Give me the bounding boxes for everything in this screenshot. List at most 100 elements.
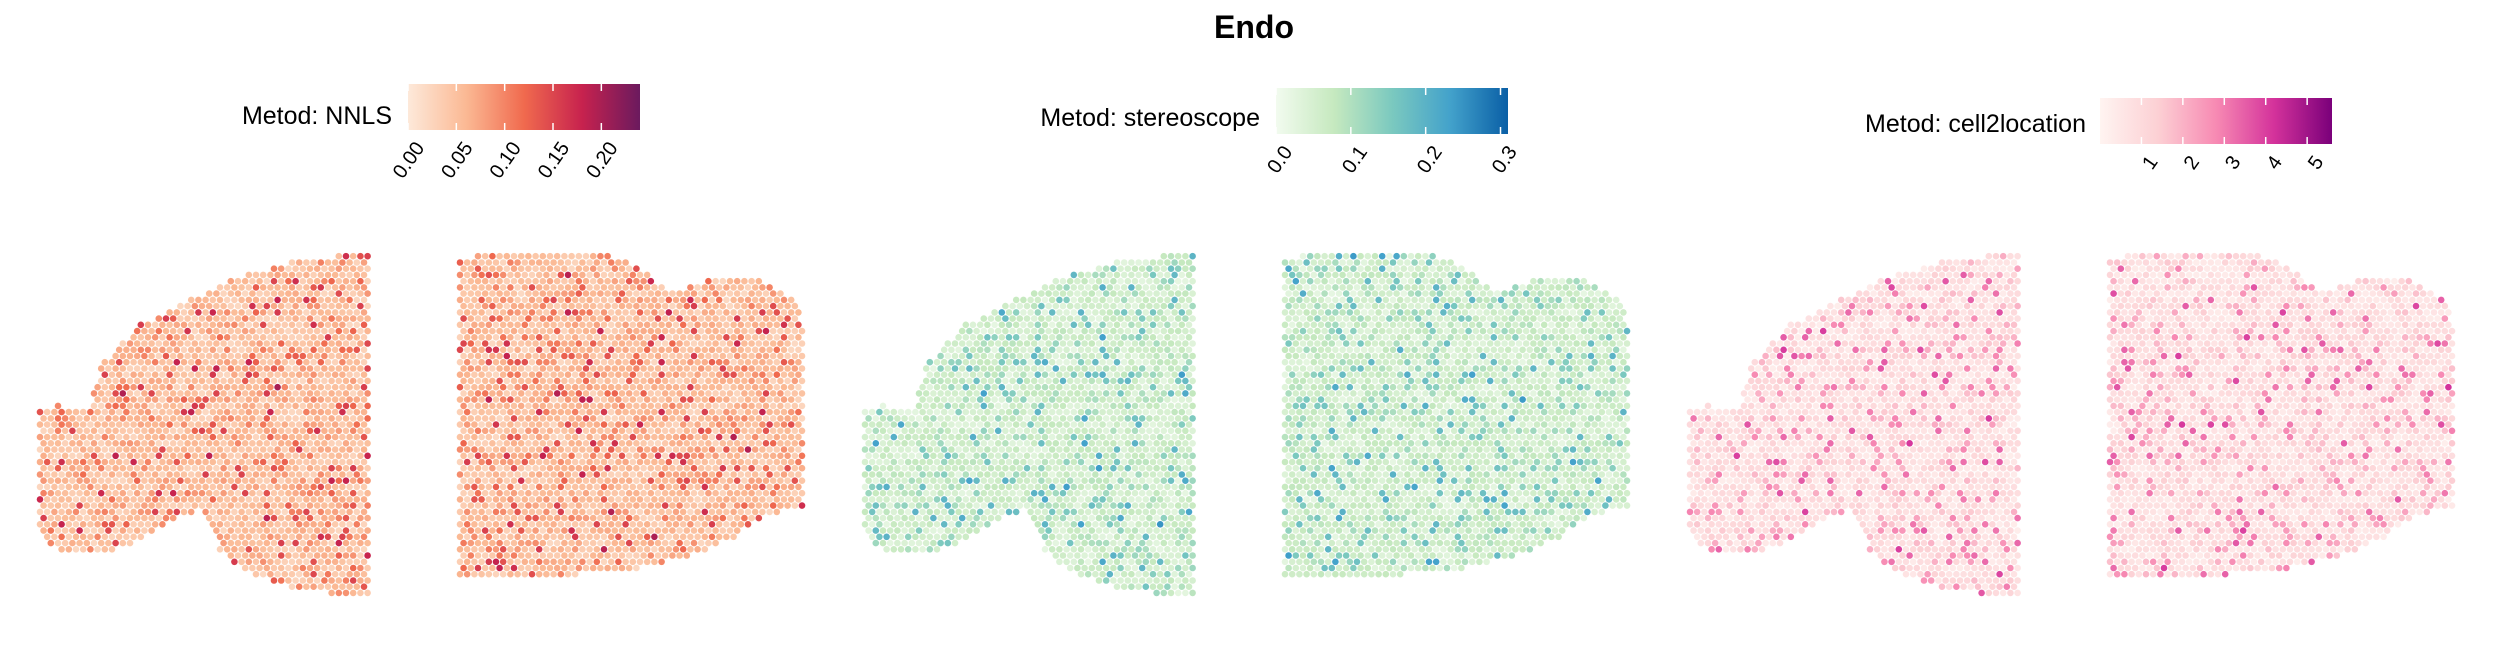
spot	[177, 352, 184, 360]
spot	[730, 508, 737, 516]
spot	[471, 309, 478, 316]
spot	[586, 508, 593, 516]
spot	[528, 546, 536, 553]
spot	[499, 321, 507, 329]
spot	[690, 477, 698, 485]
spot	[1088, 327, 1096, 335]
spot	[112, 477, 119, 485]
spot	[604, 265, 611, 273]
spot	[277, 265, 285, 273]
spot	[629, 408, 637, 416]
spot	[1056, 321, 1063, 329]
spot	[205, 402, 213, 410]
spot	[521, 446, 529, 453]
spot	[65, 446, 73, 453]
spot	[485, 371, 493, 379]
spot	[492, 483, 500, 491]
spot	[543, 408, 550, 416]
spot	[593, 446, 601, 453]
spot	[701, 334, 709, 341]
spot	[478, 446, 485, 453]
spot	[532, 252, 539, 260]
spot	[791, 315, 799, 322]
spot	[976, 358, 984, 366]
spot	[741, 340, 748, 347]
spot	[148, 352, 155, 360]
spot	[342, 552, 350, 559]
spot	[517, 265, 525, 273]
spot	[951, 352, 959, 360]
spot	[672, 296, 680, 304]
spot	[748, 327, 755, 335]
spot	[241, 277, 249, 285]
spot	[987, 327, 995, 335]
spot	[267, 458, 274, 466]
spot	[568, 477, 575, 485]
spot	[908, 427, 916, 435]
spot	[607, 533, 615, 541]
spot	[679, 521, 687, 528]
spot	[202, 508, 209, 516]
spot	[1153, 327, 1160, 335]
spot	[231, 446, 238, 453]
spot	[564, 321, 572, 329]
spot	[517, 402, 525, 410]
spot	[331, 446, 339, 453]
spot	[741, 327, 748, 335]
spot	[930, 377, 937, 385]
spot	[277, 365, 285, 372]
spot	[640, 327, 647, 335]
spot	[51, 446, 58, 453]
spot	[267, 421, 274, 428]
spot	[597, 365, 604, 372]
spot	[690, 302, 698, 310]
spot	[1156, 396, 1164, 403]
spot	[690, 327, 698, 335]
spot	[339, 570, 346, 578]
spot	[463, 570, 471, 578]
spot	[463, 396, 471, 403]
spot	[292, 477, 299, 485]
spot	[1070, 408, 1078, 416]
spot	[112, 514, 119, 522]
spot	[694, 346, 701, 354]
spot	[324, 334, 332, 341]
spot	[611, 340, 619, 347]
spot	[1138, 402, 1146, 410]
spot	[36, 433, 44, 441]
spot	[252, 521, 260, 528]
spot	[733, 302, 741, 310]
spot	[1020, 358, 1027, 366]
spot	[571, 321, 579, 329]
spot	[773, 421, 781, 428]
spot	[715, 396, 723, 403]
spot	[597, 502, 604, 509]
spot	[155, 390, 163, 397]
spot	[991, 346, 998, 354]
spot	[1027, 321, 1034, 329]
spot	[694, 533, 701, 541]
spot	[1142, 309, 1150, 316]
spot	[1002, 315, 1009, 322]
spot	[481, 464, 489, 472]
spot	[723, 521, 730, 528]
spot	[969, 346, 977, 354]
spot	[1102, 402, 1110, 410]
spot	[528, 533, 536, 541]
spot	[1120, 321, 1128, 329]
spot	[119, 539, 127, 547]
spot	[1164, 259, 1171, 266]
spot	[568, 452, 575, 460]
spot	[879, 415, 887, 422]
spot	[360, 396, 368, 403]
spot	[994, 365, 1002, 372]
spot	[543, 321, 550, 329]
spot	[723, 346, 730, 354]
spot	[1167, 265, 1175, 273]
spot	[281, 533, 289, 541]
spot	[514, 346, 521, 354]
spot	[252, 271, 260, 279]
spot	[1156, 296, 1164, 304]
spot	[119, 502, 127, 509]
spot	[751, 321, 759, 329]
